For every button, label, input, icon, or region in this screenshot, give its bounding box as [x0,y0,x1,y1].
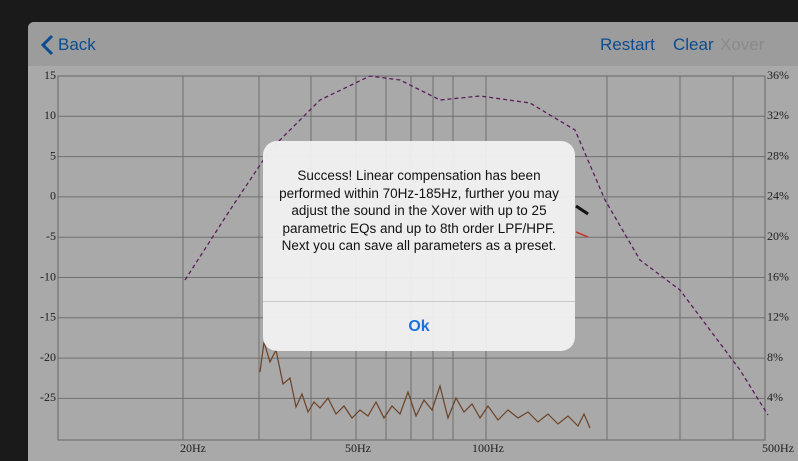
y2-tick-label: 16% [767,269,789,283]
x-tick-label: 500Hz [762,441,794,455]
y2-tick-label: 12% [767,310,789,324]
y-tick-label: 5 [50,148,56,162]
alert-message: Success! Linear compensation has been pe… [279,168,559,253]
y-tick-label: -20 [40,350,56,364]
back-chevron [40,34,54,56]
alert-dialog: Success! Linear compensation has been pe… [263,141,575,351]
clear-button[interactable]: Clear [673,35,714,54]
xover-button[interactable]: Xover [720,35,765,54]
curve-stub [575,231,589,238]
plot-frame [57,75,766,441]
y2-tick-label: 32% [767,108,789,122]
y2-tick-label: 4% [767,390,783,404]
measured-curve [259,341,591,429]
app-screen: 15 10 5 0 -5 -10 -15 -20 -25 36% 32% 28% 24% 20% 16% 12… [28,22,798,461]
y2-tick-label: 28% [767,148,789,162]
restart-button[interactable]: Restart [600,35,655,54]
y-tick-label: -15 [40,310,56,324]
ok-button[interactable]: Ok [408,318,430,335]
separator [263,301,575,302]
curve-stub [575,204,589,216]
y-tick-label: -10 [40,269,56,283]
y2-tick-label: 36% [767,68,789,82]
x-tick-label: 100Hz [472,441,504,455]
y2-tick-label: 20% [767,229,789,243]
y-tick-label: -5 [46,229,56,243]
y2-tick-label: 8% [767,350,783,364]
y-tick-label: -25 [40,390,56,404]
x-tick-label: 20Hz [180,441,206,455]
x-tick-label: 50Hz [345,441,371,455]
y-tick-label: 0 [50,189,56,203]
response-curve [184,75,769,416]
y-tick-label: 15 [44,68,56,82]
tick-labels: 15 10 5 0 -5 -10 -15 -20 -25 36% 32% 28% 24% 20% 16% 12… [40,68,794,455]
back-button[interactable]: Back [58,35,96,54]
y2-tick-label: 24% [767,189,789,203]
nav-bar: Back Restart Clear Xover [28,22,798,66]
y-tick-label: 10 [44,108,56,122]
